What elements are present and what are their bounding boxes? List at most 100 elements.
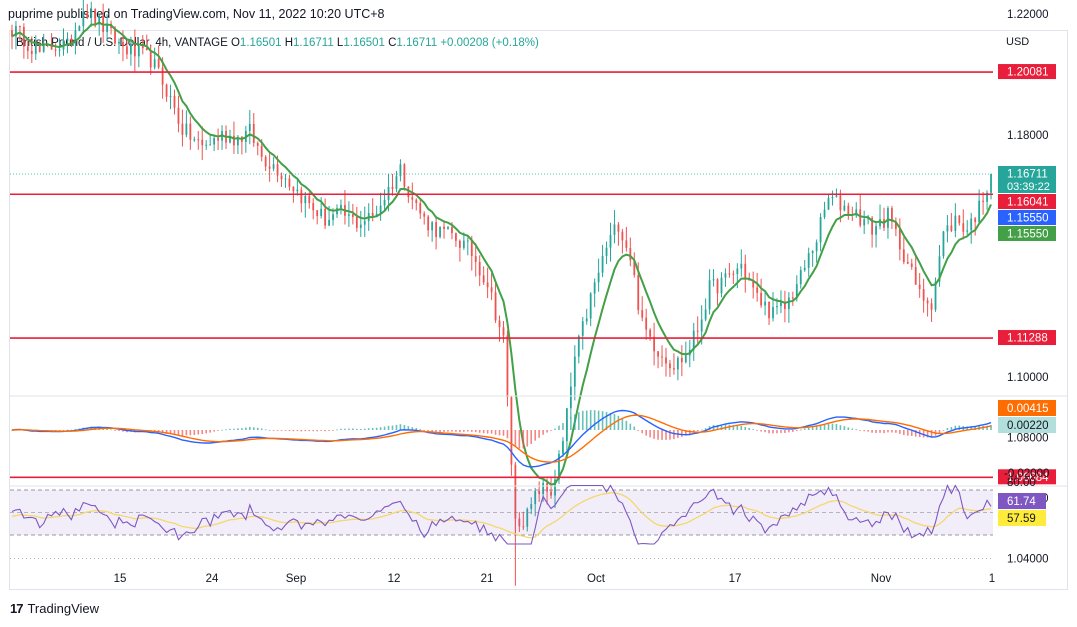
macd-bar xyxy=(736,425,739,430)
rsi-label: 61.74 xyxy=(1007,496,1036,508)
candle-body xyxy=(894,221,897,230)
candle-body xyxy=(447,227,449,230)
candle-body xyxy=(66,38,69,41)
candle-body xyxy=(641,310,644,318)
x-tick-label: 1 xyxy=(989,573,995,585)
price-label: 1.06684 xyxy=(1007,472,1049,484)
macd-bar xyxy=(780,430,782,433)
y-tick-label: 1.08000 xyxy=(1007,433,1049,445)
macd-bar xyxy=(823,424,826,430)
candle-body xyxy=(938,256,941,282)
candle-body xyxy=(478,262,481,276)
candle-body xyxy=(562,441,564,454)
macd-bar xyxy=(601,411,604,430)
candle-body xyxy=(359,224,362,228)
candle-body xyxy=(621,231,624,241)
macd-bar xyxy=(661,430,663,440)
macd-bar xyxy=(419,429,422,430)
candle-body xyxy=(431,222,434,231)
macd-bar xyxy=(990,424,992,430)
macd-bar xyxy=(597,410,600,430)
candle-body xyxy=(780,302,782,307)
rsi-line xyxy=(11,484,992,545)
macd-bar xyxy=(903,430,905,436)
candle-body xyxy=(649,329,652,337)
macd-bar xyxy=(502,430,505,436)
candle-body xyxy=(736,268,739,275)
candle-body xyxy=(637,275,640,311)
macd-bar xyxy=(161,430,164,434)
candle-body xyxy=(799,270,802,285)
candle-body xyxy=(970,218,973,231)
price-label-box xyxy=(998,193,1056,209)
candle-body xyxy=(439,226,441,237)
candle-body xyxy=(435,222,437,237)
macd-bar xyxy=(391,425,394,430)
macd-bar xyxy=(617,415,620,430)
candle-body xyxy=(462,240,465,248)
macd-bar xyxy=(359,428,362,430)
macd-bar xyxy=(189,430,192,436)
macd-bar xyxy=(946,428,949,430)
macd-bar xyxy=(201,430,204,434)
candle-body xyxy=(486,282,489,288)
candle-body xyxy=(443,226,445,230)
macd-bar xyxy=(443,430,445,432)
candle-body xyxy=(538,490,541,495)
tradingview-brand[interactable]: 17 TradingView xyxy=(10,601,99,616)
candle-body xyxy=(340,204,342,209)
macd-bar xyxy=(304,430,307,432)
macd-bar xyxy=(764,430,766,433)
macd-bar xyxy=(669,430,671,440)
macd-bar xyxy=(102,428,104,430)
macd-bar xyxy=(169,430,172,435)
candle-body xyxy=(15,26,17,37)
macd-bar xyxy=(328,430,330,431)
candle-body xyxy=(986,192,988,202)
macd-bar xyxy=(363,428,366,430)
candle-body xyxy=(554,479,556,496)
macd-bar xyxy=(332,430,334,431)
macd-bar xyxy=(970,426,972,430)
candle-body xyxy=(593,282,596,294)
candle-body xyxy=(209,144,212,146)
price-label: 1.16711 xyxy=(1007,168,1048,180)
chart-canvas[interactable]: British Pound / U.S. Dollar, 4h, VANTAGE… xyxy=(0,0,1077,600)
macd-bar xyxy=(74,429,77,430)
macd-bar xyxy=(403,424,406,430)
macd-bar xyxy=(855,429,858,431)
macd-bar xyxy=(490,430,493,434)
candle-body xyxy=(740,263,743,269)
candle-body xyxy=(665,357,667,364)
candle-body xyxy=(712,279,715,281)
macd-bar xyxy=(435,430,437,433)
macd-bar xyxy=(395,424,398,430)
macd-bar xyxy=(839,425,842,430)
candle-body xyxy=(585,318,588,322)
candle-body xyxy=(720,277,723,294)
macd-bar xyxy=(629,423,632,430)
candle-body xyxy=(902,249,905,262)
macd-bar xyxy=(922,430,925,438)
macd-bar xyxy=(415,428,418,430)
macd-bar xyxy=(811,427,814,430)
hist-label-box xyxy=(998,417,1056,433)
candle-body xyxy=(581,321,584,336)
candle-body xyxy=(871,217,874,235)
macd-bar xyxy=(348,428,350,430)
tradingview-logo-icon: 17 xyxy=(10,601,24,616)
candle-body xyxy=(419,203,422,214)
macd-bar xyxy=(260,428,263,430)
macd-bar xyxy=(221,429,223,431)
macd-bar xyxy=(118,430,120,432)
candle-body xyxy=(918,284,921,290)
candle-body xyxy=(229,135,231,143)
candle-body xyxy=(855,209,858,216)
candle-body xyxy=(118,41,120,44)
macd-bar xyxy=(815,426,818,430)
price-label-box xyxy=(998,469,1056,485)
macd-bar xyxy=(522,430,525,449)
macd-bar xyxy=(633,426,636,430)
macd-bar xyxy=(229,428,231,430)
macd-bar xyxy=(431,430,433,432)
